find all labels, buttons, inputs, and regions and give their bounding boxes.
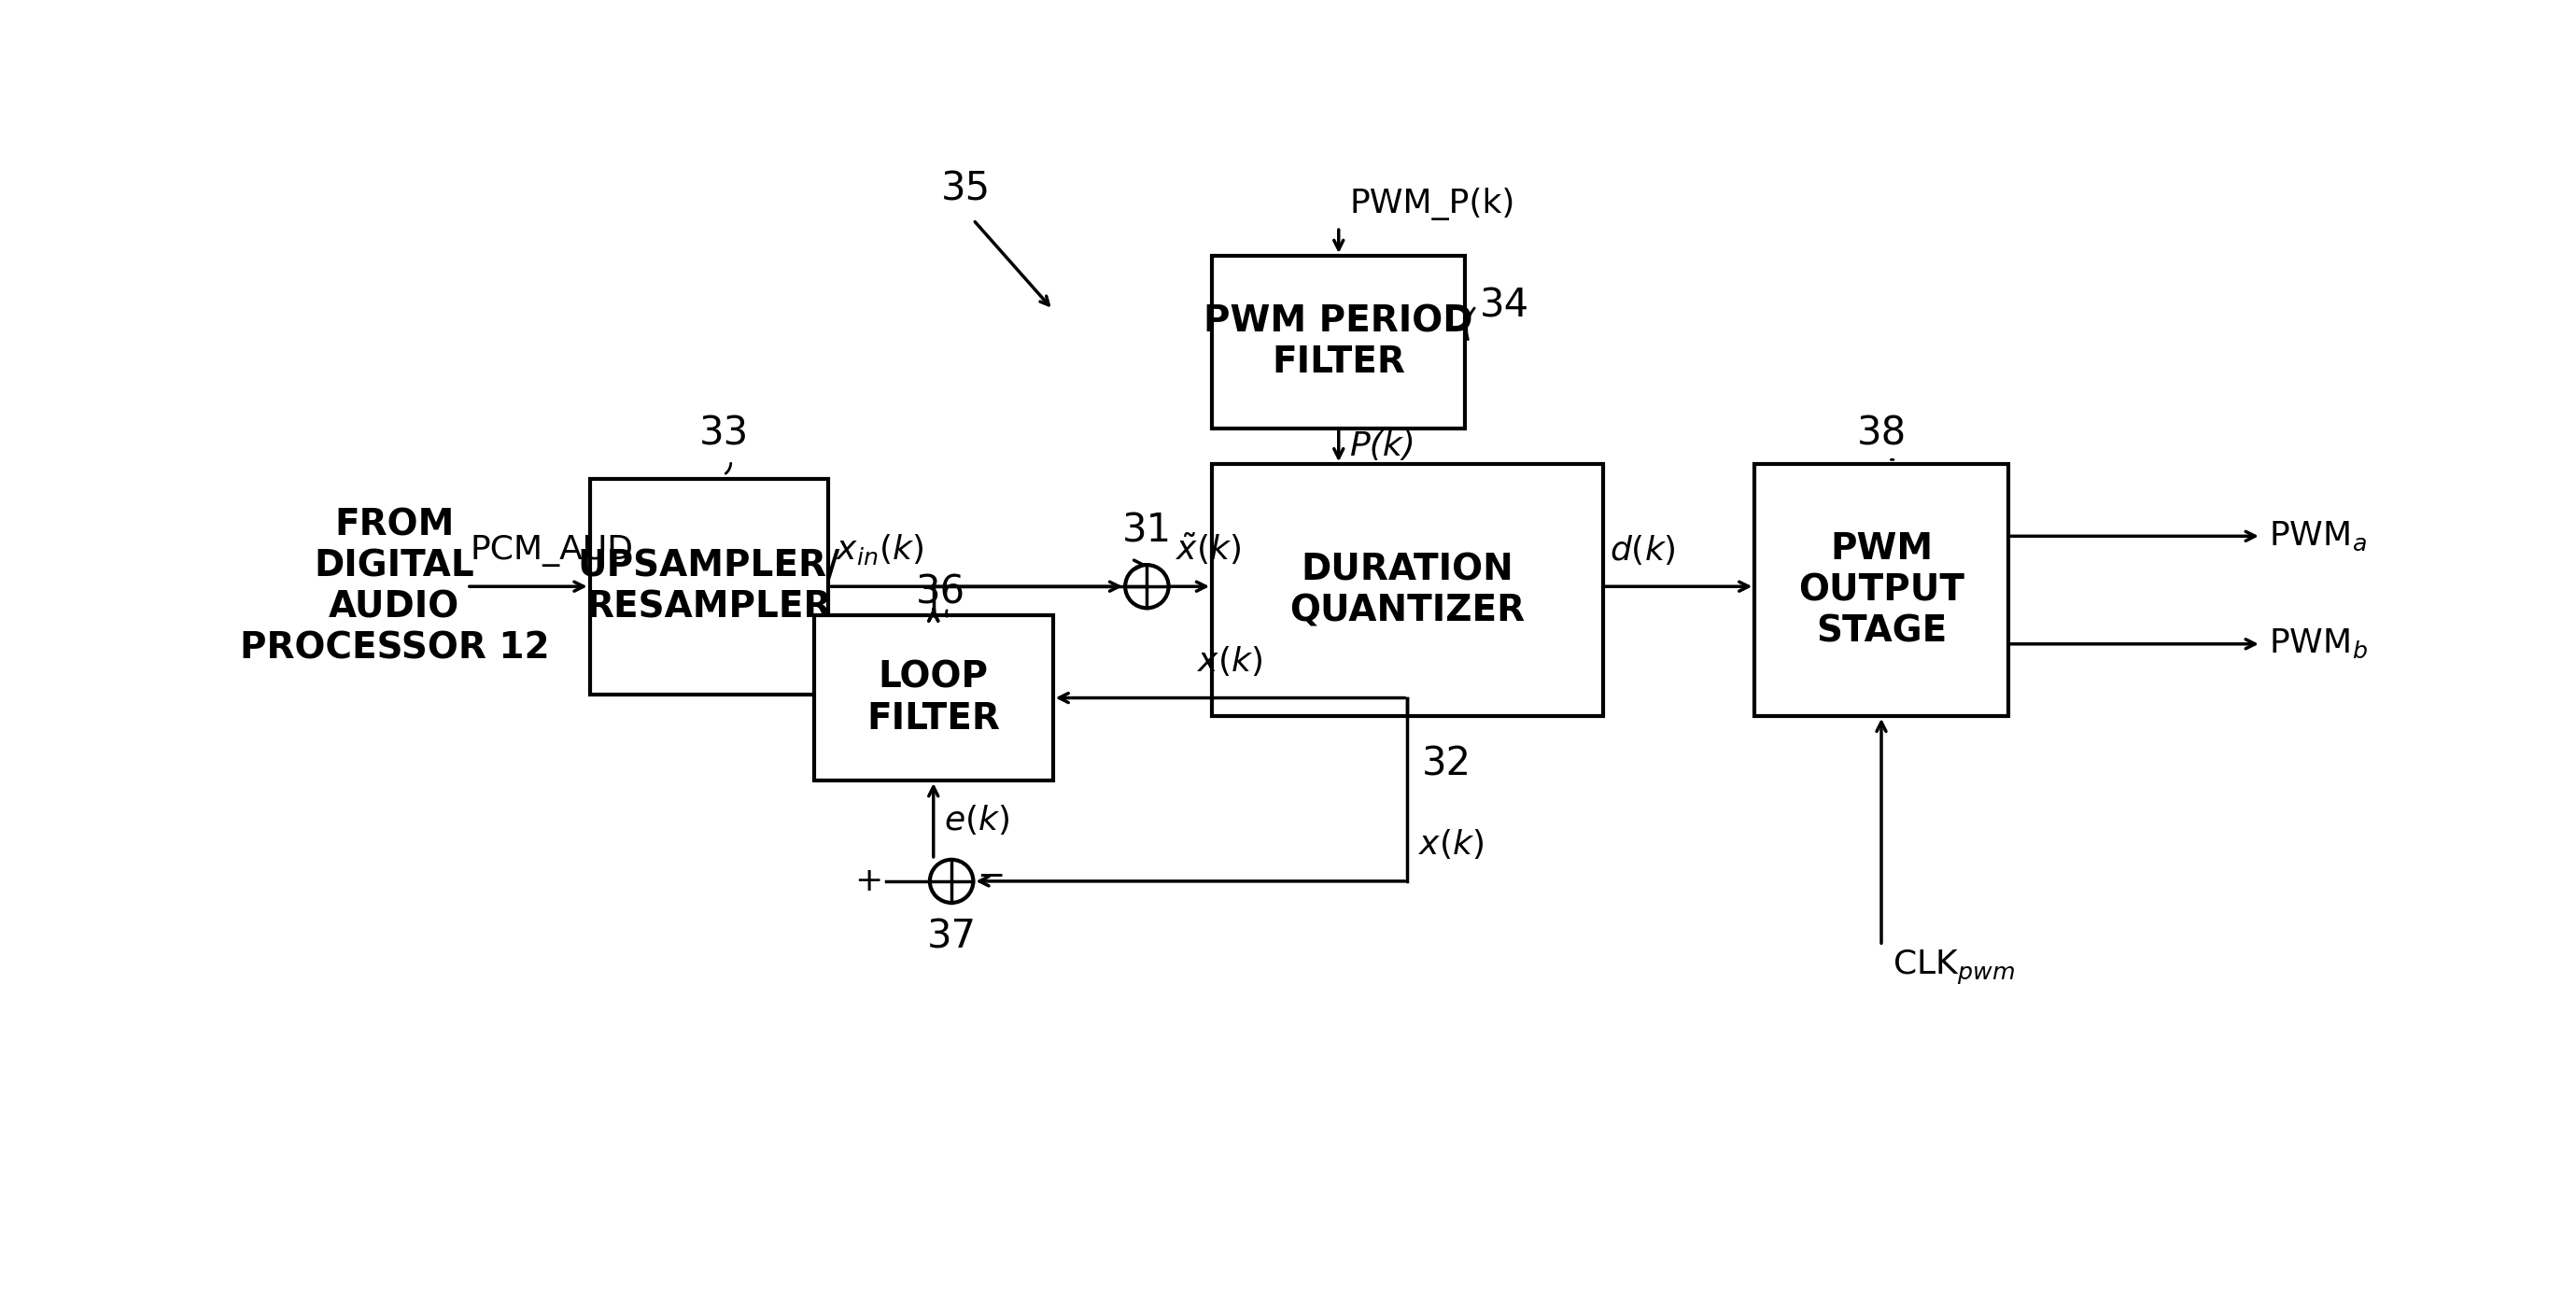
Text: 32: 32 — [1422, 745, 1471, 784]
Text: FROM
DIGITAL
AUDIO
PROCESSOR 12: FROM DIGITAL AUDIO PROCESSOR 12 — [240, 507, 549, 666]
Text: UPSAMPLER/
RESAMPLER: UPSAMPLER/ RESAMPLER — [577, 548, 840, 625]
Text: 38: 38 — [1857, 414, 1906, 454]
Text: $e(k)$: $e(k)$ — [945, 803, 1010, 837]
Text: 31: 31 — [1123, 511, 1172, 551]
Text: PWM$_b$: PWM$_b$ — [2269, 627, 2367, 661]
FancyBboxPatch shape — [1754, 464, 2007, 716]
FancyBboxPatch shape — [1213, 464, 1602, 716]
Text: LOOP
FILTER: LOOP FILTER — [866, 659, 999, 736]
Text: 33: 33 — [698, 414, 750, 454]
Text: PWM_P(k): PWM_P(k) — [1350, 187, 1515, 220]
Text: 36: 36 — [917, 573, 966, 612]
Text: $x(k)$: $x(k)$ — [1419, 828, 1484, 861]
Text: PCM_AUD: PCM_AUD — [471, 534, 634, 566]
Text: PWM$_a$: PWM$_a$ — [2269, 520, 2367, 552]
Text: CLK$_{pwm}$: CLK$_{pwm}$ — [1893, 948, 2014, 987]
Text: 34: 34 — [1479, 287, 1530, 326]
Text: DURATION
QUANTIZER: DURATION QUANTIZER — [1291, 552, 1525, 628]
FancyBboxPatch shape — [814, 615, 1054, 781]
Text: 37: 37 — [927, 917, 976, 957]
Text: $x(k)$: $x(k)$ — [1198, 644, 1262, 678]
Text: $\tilde{x}(k)$: $\tilde{x}(k)$ — [1175, 530, 1242, 566]
FancyBboxPatch shape — [590, 478, 829, 694]
Text: +: + — [855, 865, 884, 897]
Text: P(k): P(k) — [1350, 431, 1417, 462]
Text: $x_{in}(k)$: $x_{in}(k)$ — [835, 531, 925, 566]
Text: 35: 35 — [940, 169, 992, 209]
Text: −: − — [976, 861, 1005, 892]
Text: PWM PERIOD
FILTER: PWM PERIOD FILTER — [1203, 304, 1473, 380]
Text: PWM
OUTPUT
STAGE: PWM OUTPUT STAGE — [1798, 531, 1965, 649]
FancyBboxPatch shape — [1213, 256, 1466, 428]
Text: $d(k)$: $d(k)$ — [1610, 533, 1677, 566]
